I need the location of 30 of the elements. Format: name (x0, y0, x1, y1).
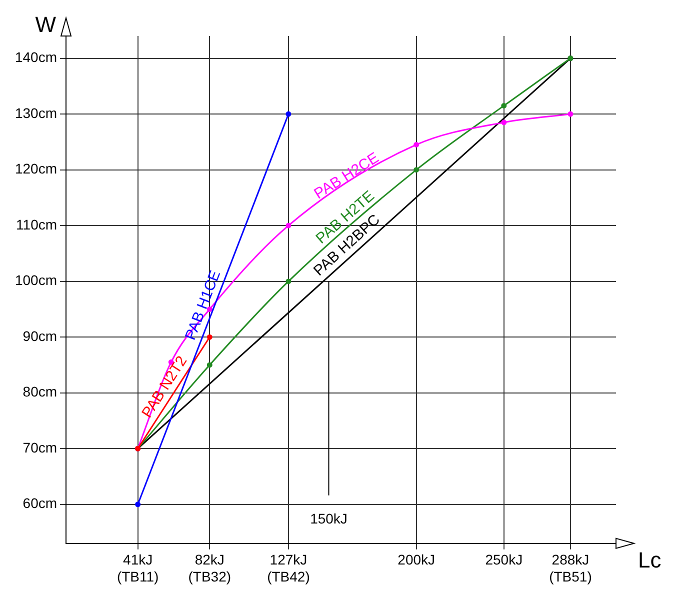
y-tick-label: 80cm (22, 384, 58, 400)
point (501, 120, 507, 126)
point (206, 362, 212, 368)
y-tick-label: 90cm (22, 328, 58, 344)
point (286, 111, 292, 117)
point (568, 111, 574, 117)
x-tick-label: 200kJ (398, 552, 436, 568)
point (414, 167, 420, 173)
point (135, 502, 141, 508)
y-tick-label: 130cm (14, 104, 58, 121)
x-tick-label: 288kJ (TB51) (549, 552, 592, 584)
point (286, 278, 292, 284)
y-tick-label: 140cm (14, 49, 58, 66)
point (206, 334, 212, 340)
y-tick-label: 100cm (14, 272, 58, 288)
y-tick-label: 70cm (22, 439, 58, 456)
y-tick-label: 120cm (14, 160, 58, 177)
point (286, 222, 292, 228)
y-tick-label: 110cm (16, 216, 58, 232)
x-tick-label: 250kJ (485, 552, 523, 568)
y-axis-title: W (35, 12, 56, 38)
y-tick-label: 60cm (22, 495, 58, 512)
x-tick-label: 41kJ (TB11) (116, 552, 159, 584)
x-axis-title: Lc (638, 547, 662, 572)
x-tick-label: 82kJ (TB32) (188, 552, 232, 584)
x-tick-label: 127kJ (TB42) (267, 552, 310, 584)
text: PAB H1CE (182, 268, 224, 342)
ref-line-label: 150kJ (310, 510, 348, 526)
point (414, 142, 420, 148)
point (501, 102, 507, 108)
